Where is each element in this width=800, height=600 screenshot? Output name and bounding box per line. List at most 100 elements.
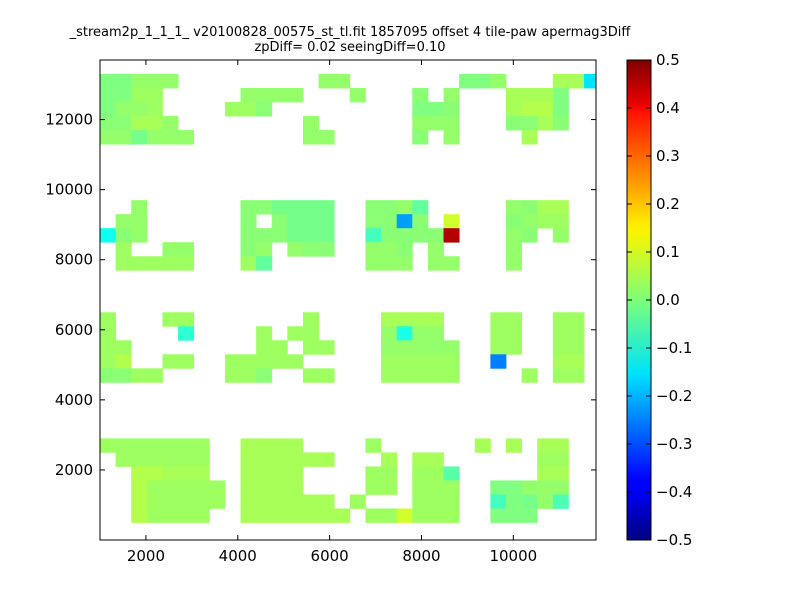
heatmap-cell	[381, 368, 398, 383]
heatmap-cell	[100, 102, 117, 117]
heatmap-cell	[521, 228, 538, 243]
heatmap-cell	[521, 200, 538, 215]
heatmap-cell	[193, 480, 210, 495]
heatmap-cell	[334, 508, 351, 523]
heatmap-cell	[162, 438, 179, 453]
heatmap-cell	[459, 74, 476, 89]
heatmap-cell	[334, 74, 351, 89]
heatmap-cell	[131, 74, 148, 89]
heatmap-cell	[412, 508, 429, 523]
heatmap-cell	[552, 438, 569, 453]
heatmap-cell	[381, 508, 398, 523]
heatmap-cell	[552, 326, 569, 341]
heatmap-cell	[521, 130, 538, 145]
heatmap-cell	[349, 88, 366, 103]
heatmap-cell	[162, 74, 179, 89]
heatmap-cell	[552, 452, 569, 467]
heatmap-cell	[490, 494, 507, 509]
heatmap-cell	[240, 438, 257, 453]
heatmap-cell	[412, 494, 429, 509]
heatmap-cell	[318, 242, 335, 257]
heatmap-cell	[224, 102, 241, 117]
colorbar-tick-label: 0.0	[656, 291, 680, 309]
heatmap-cell	[287, 354, 304, 369]
heatmap-cell	[443, 480, 460, 495]
heatmap-cell	[396, 214, 413, 229]
heatmap-cell	[178, 452, 195, 467]
heatmap-cell	[131, 452, 148, 467]
heatmap-cell	[240, 214, 257, 229]
heatmap-cell	[381, 466, 398, 481]
heatmap-cell	[537, 466, 554, 481]
colorbar-tick-label: −0.2	[656, 387, 692, 405]
y-axis: 2000 4000 6000 8000 10000 12000	[45, 111, 596, 479]
heatmap-cell	[490, 480, 507, 495]
heatmap-cell	[162, 312, 179, 327]
heatmap-cell	[349, 494, 366, 509]
heatmap-cell	[443, 494, 460, 509]
heatmap-cell	[162, 452, 179, 467]
heatmap-cell	[412, 312, 429, 327]
heatmap-cell	[381, 452, 398, 467]
heatmap-cell	[302, 494, 320, 509]
heatmap-cell	[412, 102, 429, 117]
heatmap-cell	[240, 480, 257, 495]
heatmap-cell	[552, 494, 569, 509]
heatmap-cell	[505, 200, 522, 215]
heatmap-cell	[552, 88, 569, 103]
heatmap-cell	[178, 508, 195, 523]
heatmap-cell	[381, 354, 398, 369]
heatmap-cell	[256, 354, 273, 369]
heatmap-cell	[505, 228, 522, 243]
heatmap-cell	[256, 452, 273, 467]
heatmap-cell	[256, 508, 273, 523]
heatmap-cell	[474, 74, 491, 89]
heatmap-cell	[381, 214, 398, 229]
heatmap-cell	[427, 452, 444, 467]
heatmap-cell	[552, 340, 569, 355]
heatmap-cell	[427, 494, 444, 509]
heatmap-cell	[412, 368, 429, 383]
heatmap-cell	[537, 214, 554, 229]
heatmap-cell	[365, 200, 382, 215]
heatmap-cell	[162, 466, 179, 481]
heatmap-cell	[100, 368, 117, 383]
y-tick-label: 12000	[45, 111, 93, 129]
heatmap-cell	[271, 340, 288, 355]
heatmap-cell	[412, 326, 429, 341]
heatmap-cell	[505, 256, 522, 271]
colorbar-tick-label: −0.1	[656, 339, 692, 357]
heatmap-cell	[100, 354, 117, 369]
heatmap-cell	[115, 256, 132, 271]
heatmap-cell	[240, 354, 257, 369]
heatmap-cell	[115, 452, 132, 467]
heatmap-cell	[521, 214, 538, 229]
heatmap-cell	[240, 88, 257, 103]
heatmap-cell	[302, 326, 320, 341]
heatmap-cell	[427, 116, 444, 131]
heatmap-cell	[146, 494, 163, 509]
heatmap-cell	[396, 228, 413, 243]
heatmap-cell	[115, 214, 132, 229]
heatmap-cell	[396, 340, 413, 355]
heatmap-cell	[552, 312, 569, 327]
x-tick-label: 10000	[489, 547, 537, 565]
heatmap-cell	[365, 508, 382, 523]
heatmap-cell	[240, 508, 257, 523]
heatmap-cell	[443, 214, 460, 229]
heatmap-cell	[365, 466, 382, 481]
heatmap-cell	[302, 116, 320, 131]
y-tick-label: 4000	[55, 391, 93, 409]
heatmap-cell	[537, 452, 554, 467]
heatmap-cell	[256, 466, 273, 481]
heatmap-cell	[505, 88, 522, 103]
heatmap-cell	[271, 452, 288, 467]
heatmap-cell	[568, 312, 585, 327]
heatmap-cell	[552, 466, 569, 481]
heatmap-cell	[396, 242, 413, 257]
heatmap-cell	[443, 116, 460, 131]
heatmap-cell	[552, 480, 569, 495]
heatmap-cell	[521, 102, 538, 117]
heatmap-cell	[381, 256, 398, 271]
heatmap-cell	[505, 102, 522, 117]
